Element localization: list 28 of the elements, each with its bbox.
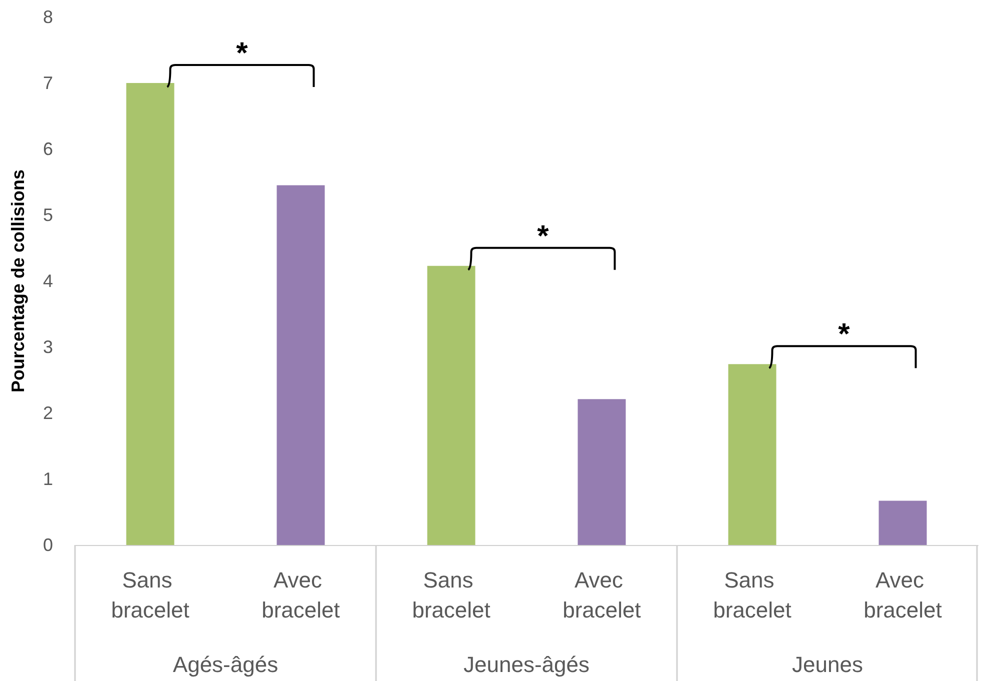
y-axis-title: Pourcentage de collisions [8,169,28,393]
x-tick-label: Sans bracelet [111,568,190,622]
annotation: * [537,220,550,253]
y-tick-label: 6 [42,139,53,159]
annotation: * [838,318,850,352]
y-tick-label: 4 [42,271,53,291]
text: Jeunes-âgés [464,652,590,677]
x-tick-label: Sans bracelet [412,568,490,622]
bar [427,266,476,545]
x-tick-label: Sans bracelet [713,568,792,622]
text: Jeunes [792,652,863,677]
x-tick-label: Avec bracelet [262,568,340,622]
y-tick-label: 0 [42,535,53,555]
y-tick-label: 8 [42,7,53,27]
y-tick-label: 2 [42,403,53,423]
x-tick-label: Avec bracelet [864,568,942,622]
bar [878,500,927,545]
y-tick-label: 3 [42,337,53,357]
y-tick-label: 5 [42,205,53,225]
bar [126,83,174,545]
bar [578,399,626,545]
text: Agés-âgés [172,652,278,677]
y-tick-label: 7 [42,73,53,93]
y-tick-label: 1 [42,469,53,489]
annotation: * [236,37,248,70]
bar [728,364,776,545]
x-tick-label: Avec bracelet [562,568,641,622]
bar [276,185,325,545]
